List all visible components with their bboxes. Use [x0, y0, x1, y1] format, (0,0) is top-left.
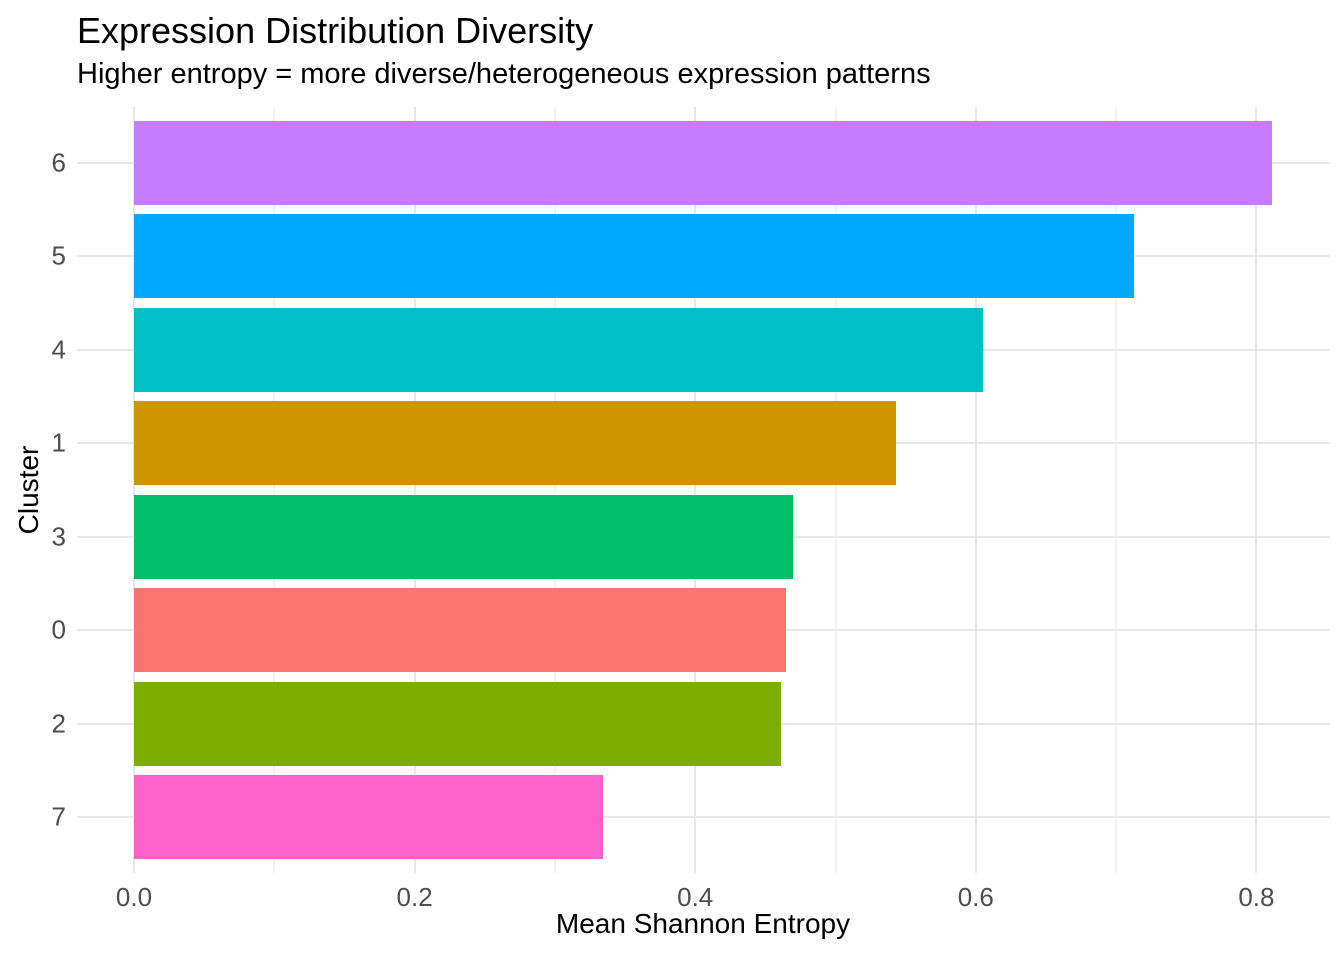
x-gridline-minor: [834, 107, 837, 873]
bar-cluster-4: [134, 307, 983, 392]
y-tick-label-1: 1: [51, 427, 66, 458]
y-axis-title: Cluster: [13, 445, 44, 535]
x-gridline-major: [133, 107, 135, 873]
x-gridline-major: [974, 107, 977, 873]
bar-cluster-3: [134, 494, 794, 579]
x-tick-label-0.0: 0.0: [115, 882, 153, 912]
y-tick-label-6: 6: [51, 147, 66, 178]
x-gridline-minor: [273, 107, 276, 873]
plot-panel: [77, 107, 1330, 873]
x-gridline-major: [413, 107, 416, 873]
x-gridline-major: [694, 107, 697, 873]
x-gridline-minor: [553, 107, 556, 873]
y-gridline-major: [77, 815, 1330, 818]
chart-title: Expression Distribution Diversity: [77, 10, 594, 51]
x-gridline-minor: [1115, 107, 1118, 873]
y-tick-label-3: 3: [51, 521, 66, 552]
bar-cluster-0: [134, 588, 787, 673]
bar-cluster-2: [134, 681, 781, 766]
x-gridline-major: [1255, 107, 1258, 873]
bar-cluster-6: [134, 121, 1272, 206]
y-tick-label-5: 5: [51, 240, 66, 271]
y-tick-label-0: 0: [51, 614, 66, 645]
bar-cluster-1: [134, 401, 896, 486]
x-tick-label-0.2: 0.2: [396, 882, 433, 912]
y-tick-label-4: 4: [51, 334, 66, 365]
x-tick-label-0.6: 0.6: [957, 882, 994, 912]
x-tick-label-0.4: 0.4: [677, 882, 714, 912]
bar-cluster-7: [134, 774, 603, 859]
x-axis-title: Mean Shannon Entropy: [555, 908, 851, 939]
x-tick-label-0.8: 0.8: [1238, 882, 1275, 912]
chart-subtitle: Higher entropy = more diverse/heterogene…: [77, 58, 931, 90]
y-tick-label-7: 7: [51, 801, 66, 832]
bar-cluster-5: [134, 214, 1135, 299]
y-tick-label-2: 2: [51, 708, 66, 739]
